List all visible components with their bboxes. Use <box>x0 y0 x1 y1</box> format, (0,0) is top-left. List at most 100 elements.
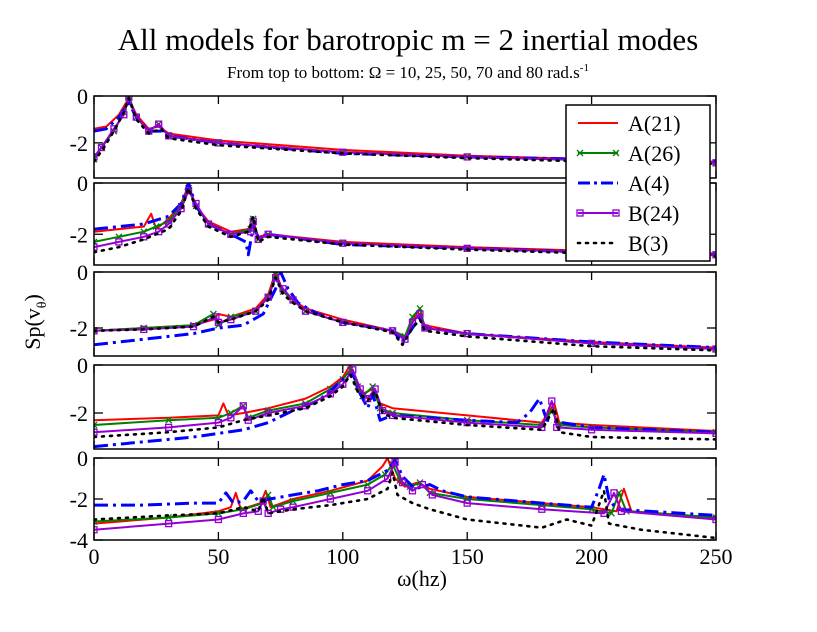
series-line-b3 <box>94 186 716 258</box>
y-axis-label-close: ) <box>20 294 45 301</box>
series-marker <box>398 478 407 487</box>
series-marker <box>289 497 297 505</box>
y-tick-label: -2 <box>70 131 88 156</box>
series-line-b24 <box>94 276 716 350</box>
series-line-b3 <box>94 276 716 352</box>
series-marker <box>94 526 98 534</box>
legend-label: A(26) <box>628 141 681 166</box>
panel-3-frame <box>93 271 717 357</box>
y-tick-label: 0 <box>77 260 88 285</box>
series-marker <box>600 509 608 518</box>
series-marker <box>538 505 546 513</box>
series-marker <box>339 148 347 156</box>
y-axis-label-subscript: θ <box>35 301 50 308</box>
series-marker <box>381 470 389 478</box>
series-marker <box>712 159 716 167</box>
panel-5-series <box>94 458 716 540</box>
series-marker <box>214 318 223 327</box>
series-marker <box>421 324 429 332</box>
panel-1-series <box>94 96 716 167</box>
legend: A(21) A(26) A(4) B(24) B(3) <box>565 104 711 262</box>
series-marker <box>712 345 716 353</box>
panel-4-frame <box>93 364 717 450</box>
y-tick-label: 0 <box>77 171 88 196</box>
x-tick-label: 100 <box>326 544 359 569</box>
panel-3: 0 -2 <box>70 260 717 357</box>
series-marker <box>271 273 280 282</box>
series-marker <box>587 339 596 348</box>
series-marker <box>214 139 223 147</box>
series-marker <box>110 125 118 133</box>
series-marker <box>155 120 163 128</box>
series-marker <box>177 204 185 213</box>
y-axis-label: Sp(vθ) <box>20 294 50 350</box>
series-marker <box>94 327 98 335</box>
series-line-a4 <box>94 370 716 449</box>
series-marker <box>553 423 561 432</box>
series-marker <box>326 495 335 503</box>
y-tick-label: 0 <box>77 84 88 109</box>
series-line-a21 <box>94 365 716 432</box>
series-marker <box>227 414 235 422</box>
series-marker <box>349 366 357 374</box>
series-marker <box>416 310 424 318</box>
x-tick-label: 50 <box>207 544 229 569</box>
series-marker <box>239 509 247 518</box>
y-tick-label: -2 <box>70 401 88 426</box>
chart-subtitle-superscript: -1 <box>580 62 589 74</box>
chart-title: All models for barotropic m = 2 inertial… <box>118 22 699 57</box>
y-tick-label: -2 <box>70 487 88 512</box>
series-marker <box>264 491 272 499</box>
series-marker <box>712 429 716 438</box>
series-marker <box>94 155 98 163</box>
series-marker <box>712 515 716 524</box>
series-marker <box>94 428 98 436</box>
chart-subtitle: From top to bottom: Ω = 10, 25, 50, 70 a… <box>227 62 589 82</box>
y-tick-label: -2 <box>70 222 88 247</box>
series-marker <box>214 418 223 427</box>
x-tick-label: 150 <box>451 544 484 569</box>
x-tick-label: 250 <box>700 544 733 569</box>
legend-label: A(4) <box>628 171 670 196</box>
panel-4-series <box>94 365 716 449</box>
series-marker <box>418 480 427 489</box>
legend-marker <box>576 209 584 217</box>
series-marker <box>164 519 173 528</box>
series-marker <box>259 497 267 505</box>
legend-marker <box>576 149 584 157</box>
series-marker <box>401 335 409 343</box>
series-marker <box>214 515 223 524</box>
chart-subtitle-text: From top to bottom: Ω = 10, 25, 50, 70 a… <box>227 63 580 82</box>
legend-label: A(21) <box>628 111 681 136</box>
series-marker <box>463 329 471 338</box>
series-marker <box>364 481 372 489</box>
series-marker <box>617 507 626 515</box>
series-line-a4 <box>94 101 716 164</box>
legend-label: B(24) <box>628 201 679 226</box>
series-marker <box>608 509 615 517</box>
series-line-a26 <box>94 368 716 434</box>
series-marker <box>269 503 277 511</box>
series-line-b24 <box>94 461 716 531</box>
series-line-b3 <box>94 373 716 441</box>
series-marker <box>712 251 716 259</box>
panels-group: 0-20-20-20-20-2-40 50 100 150 200 250 <box>70 84 733 569</box>
series-marker <box>164 423 173 432</box>
y-tick-label: 0 <box>77 353 88 378</box>
series-line-b3 <box>94 471 716 540</box>
series-marker <box>364 487 372 495</box>
panel-4: 0 -2 <box>70 353 717 450</box>
panel-1: 0 -2 <box>70 84 717 179</box>
series-marker <box>378 406 387 415</box>
series-marker <box>428 491 437 499</box>
series-marker <box>712 251 716 259</box>
series-marker <box>94 421 98 429</box>
y-tick-label: 0 <box>77 446 88 471</box>
y-tick-label: -2 <box>70 316 88 341</box>
series-marker <box>408 318 417 327</box>
x-tick-label: 0 <box>89 544 100 569</box>
series-marker <box>94 153 98 161</box>
panel-1-frame <box>93 95 717 179</box>
series-marker <box>94 243 98 251</box>
